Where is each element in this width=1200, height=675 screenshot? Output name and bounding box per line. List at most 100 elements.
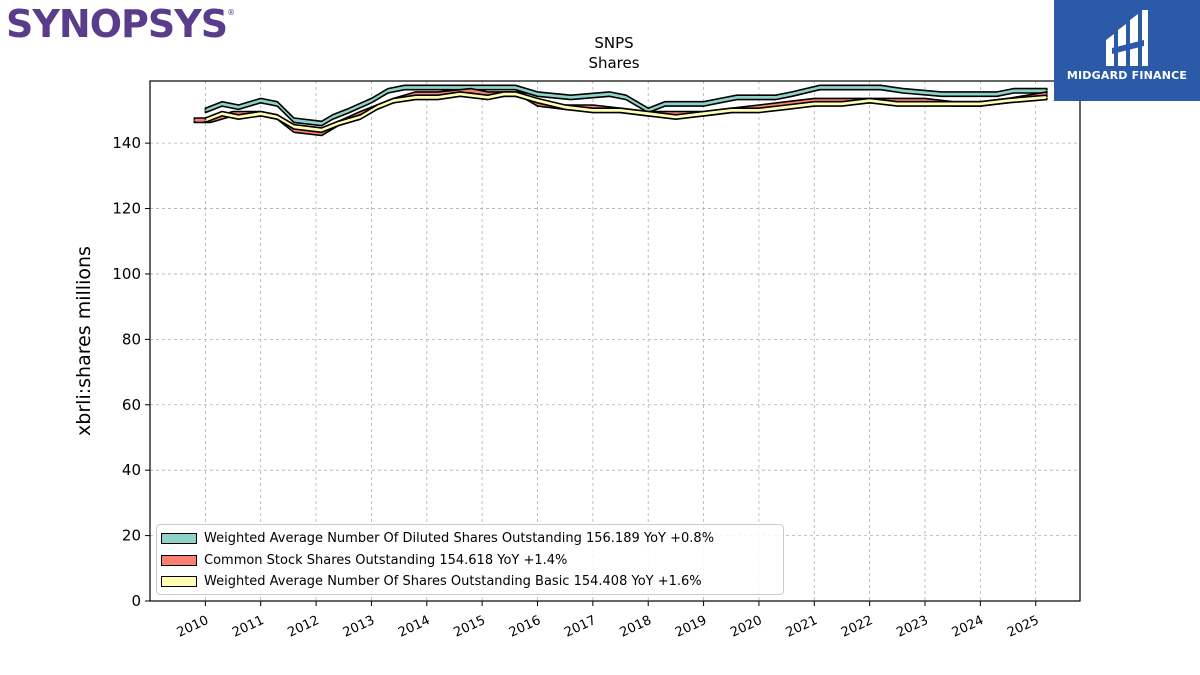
x-tick-label: 2013 [341,613,377,641]
series-point [293,119,295,121]
x-tick-label: 2010 [175,613,211,641]
series-point [1046,90,1048,92]
series-point [238,116,240,118]
series-point [564,106,566,108]
x-tick-label: 2012 [285,613,321,641]
series-point [675,116,677,118]
y-tick-label: 20 [122,527,141,545]
series-point [393,100,395,102]
series-point [979,103,982,105]
legend-item-basic: Weighted Average Number Of Shares Outsta… [161,572,702,590]
series-point [841,103,843,105]
series-point [238,106,240,108]
series-point [846,86,849,89]
legend-item-diluted: Weighted Average Number Of Diluted Share… [161,529,714,547]
midgard-finance-text: MIDGARD FINANCE [1066,69,1188,82]
series-point [625,96,627,98]
series-point [415,96,417,98]
series-point [896,103,898,105]
y-tick-label: 60 [122,396,141,414]
midgard-mark-icon [1106,10,1148,66]
series-point [608,93,611,95]
series-point [880,86,882,89]
series-point [514,93,517,95]
x-tick-label: 2014 [396,613,432,641]
y-tick-label: 140 [112,134,141,152]
series-point [1046,96,1048,98]
series-point [437,96,439,98]
legend-swatch-basic [161,575,197,587]
series-point [592,109,594,111]
legend-item-common: Common Stock Shares Outstanding 154.618 … [161,551,567,569]
grid [150,81,1080,602]
series-point [404,86,406,89]
y-tick-label: 40 [122,461,141,479]
series-point [952,103,954,105]
x-tick-label: 2018 [618,613,654,641]
y-tick-label: 100 [112,265,141,283]
registered-mark: ® [227,8,235,17]
series-point [941,93,943,95]
series-point [321,122,323,125]
series-point [376,106,378,108]
series-point [276,103,278,105]
series-point [260,113,262,115]
series-point [647,113,649,115]
series-point [359,116,361,118]
legend: Weighted Average Number Of Diluted Share… [156,524,784,595]
x-tick-label: 2025 [1005,613,1041,641]
series-point [902,90,904,92]
series-point [1013,90,1015,92]
series-point [924,103,926,105]
x-tick-label: 2011 [230,613,266,641]
legend-label-basic: Weighted Average Number Of Shares Outsta… [204,573,702,589]
series-point [813,103,815,105]
series-point [332,116,334,118]
series-point [719,100,721,102]
series-point [703,103,705,105]
series-point [664,103,666,105]
series-point [536,93,539,95]
legend-swatch-diluted [161,532,197,544]
x-tick-label: 2015 [452,613,488,641]
series-point [204,109,206,111]
x-tick-label: 2022 [839,613,875,641]
y-axis: 0 20 40 60 80 100 120 140 [112,134,150,610]
series-layer [193,84,1048,137]
series-point [503,93,505,95]
series-point [791,93,793,95]
series-point [786,106,788,108]
series-point [459,86,461,89]
y-tick-label: 0 [131,592,141,610]
chart-subtitle: Shares [588,54,639,72]
series-point [431,86,433,89]
series-point [570,96,572,98]
x-tick-label: 2024 [950,613,986,641]
series-point [819,86,821,89]
series-point [221,113,223,115]
series-point [321,129,323,131]
legend-swatch-common [161,554,197,566]
x-tick-label: 2019 [673,613,709,641]
series-point [276,116,278,118]
x-tick-label: 2021 [784,613,820,641]
series-point [204,119,206,121]
series-point [487,86,489,89]
midgard-finance-logo: MIDGARD FINANCE [1054,0,1200,101]
series-point [337,122,339,125]
y-axis-label: xbrli:shares millions [73,246,95,436]
series-point [869,100,871,102]
x-tick-label: 2023 [894,613,930,641]
series-point [619,109,622,111]
series-point [470,90,472,92]
series-point [680,103,683,105]
series-point [260,100,262,102]
series-2 [204,91,1048,134]
y-tick-label: 80 [122,330,141,348]
series-point [487,96,489,98]
series-point [1007,100,1009,102]
series-band [204,91,1048,134]
series-point [996,93,998,95]
x-tick-label: 2017 [562,613,598,641]
series-point [498,86,500,89]
